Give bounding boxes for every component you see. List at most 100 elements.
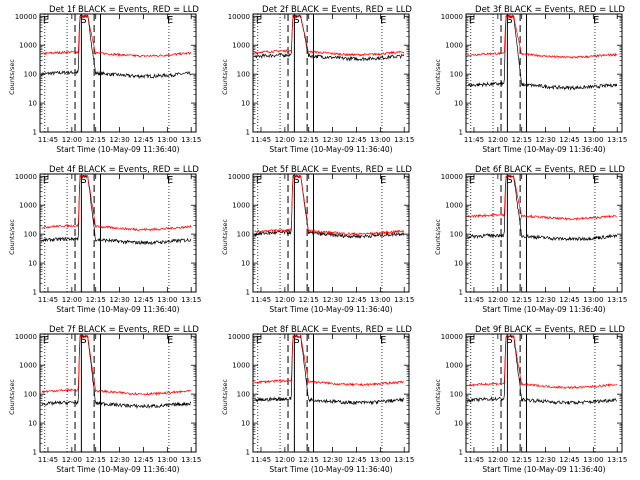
lld-series-line — [254, 333, 404, 387]
x-axis-label: Start Time (10-May-09 11:36:40) — [482, 465, 605, 474]
events-series-line — [467, 334, 618, 406]
x-tick-label: 12:00 — [488, 296, 508, 304]
x-axis-label: Start Time (10-May-09 11:36:40) — [269, 145, 392, 154]
marker-E-right: E — [167, 335, 173, 346]
x-tick-label: 12:30 — [109, 136, 129, 144]
x-tick-label: 11:45 — [251, 296, 271, 304]
x-tick-label: 13:00 — [370, 296, 390, 304]
y-tick-label: 1000 — [445, 362, 463, 370]
x-tick-label: 11:45 — [251, 136, 271, 144]
x-tick-label: 12:45 — [559, 136, 579, 144]
marker-E-left: E — [43, 335, 49, 346]
plot-frame — [252, 333, 410, 453]
y-tick-label: 10 — [28, 260, 37, 268]
y-tick-label: 10000 — [441, 173, 463, 181]
y-tick-label: 1000 — [232, 42, 250, 50]
marker-S: S — [506, 175, 512, 186]
events-series-line — [467, 14, 618, 91]
x-tick-label: 13:15 — [394, 296, 414, 304]
x-tick-label: 11:45 — [38, 456, 58, 464]
x-tick-label: 13:15 — [607, 136, 627, 144]
x-tick-label: 12:45 — [133, 136, 153, 144]
y-tick-label: 10000 — [441, 333, 463, 341]
x-tick-label: 13:00 — [583, 456, 603, 464]
y-tick-label: 100 — [237, 391, 250, 399]
panel-title: Det 8f BLACK = Events, RED = LLD — [262, 325, 412, 335]
marker-E-right: E — [593, 15, 599, 26]
events-series-line — [41, 14, 192, 79]
x-tick-label: 12:30 — [322, 296, 342, 304]
x-tick-label: 12:45 — [346, 296, 366, 304]
x-tick-label: 13:00 — [157, 296, 177, 304]
y-tick-label: 10000 — [228, 173, 250, 181]
marker-S: S — [506, 15, 512, 26]
detector-panel-1: Det 1f BLACK = Events, RED = LLD Counts/s… — [8, 5, 201, 154]
panel-title: Det 3f BLACK = Events, RED = LLD — [475, 5, 625, 15]
marker-E-left: E — [469, 175, 475, 186]
x-tick-label: 11:45 — [251, 456, 271, 464]
y-tick-label: 10000 — [15, 13, 37, 21]
x-axis-label: Start Time (10-May-09 11:36:40) — [56, 305, 179, 314]
panel-title: Det 9f BLACK = Events, RED = LLD — [475, 325, 625, 335]
detector-panel-7: Det 7f BLACK = Events, RED = LLD Counts/s… — [8, 325, 201, 474]
x-tick-label: 13:15 — [607, 296, 627, 304]
y-tick-label: 10000 — [441, 13, 463, 21]
marker-E-right: E — [167, 175, 173, 186]
y-tick-label: 100 — [24, 231, 37, 239]
y-tick-label: 1 — [33, 129, 37, 137]
x-axis-label: Start Time (10-May-09 11:36:40) — [482, 145, 605, 154]
x-tick-label: 13:00 — [157, 136, 177, 144]
plot-frame — [39, 13, 197, 133]
x-axis-label: Start Time (10-May-09 11:36:40) — [269, 465, 392, 474]
lld-series-line — [467, 14, 617, 59]
y-tick-label: 100 — [237, 71, 250, 79]
x-tick-label: 12:30 — [535, 456, 555, 464]
x-tick-label: 12:00 — [62, 296, 82, 304]
y-tick-label: 10 — [241, 100, 250, 108]
x-tick-label: 12:15 — [86, 296, 106, 304]
y-tick-label: 100 — [450, 71, 463, 79]
y-tick-label: 10000 — [228, 333, 250, 341]
marker-E-right: E — [380, 175, 386, 186]
y-tick-label: 100 — [237, 231, 250, 239]
x-tick-label: 13:15 — [181, 296, 201, 304]
y-tick-label: 1000 — [232, 362, 250, 370]
y-tick-label: 10 — [28, 420, 37, 428]
y-tick-label: 10000 — [228, 13, 250, 21]
x-axis-label: Start Time (10-May-09 11:36:40) — [56, 145, 179, 154]
x-tick-label: 13:15 — [181, 456, 201, 464]
y-tick-label: 1 — [33, 289, 37, 297]
x-tick-label: 12:15 — [512, 296, 532, 304]
x-tick-label: 12:00 — [275, 136, 295, 144]
x-tick-label: 12:15 — [512, 136, 532, 144]
y-axis-label: Counts/sec — [221, 219, 229, 255]
y-tick-label: 1 — [459, 129, 463, 137]
x-tick-label: 13:00 — [370, 136, 390, 144]
x-axis-label: Start Time (10-May-09 11:36:40) — [56, 465, 179, 474]
y-tick-label: 1 — [246, 449, 250, 457]
plot-frame — [252, 173, 410, 293]
marker-S: S — [80, 335, 86, 346]
x-tick-label: 13:00 — [157, 456, 177, 464]
x-tick-label: 13:15 — [394, 456, 414, 464]
x-tick-label: 11:45 — [464, 456, 484, 464]
x-tick-label: 13:00 — [583, 136, 603, 144]
x-tick-label: 12:45 — [559, 456, 579, 464]
x-tick-label: 12:30 — [109, 296, 129, 304]
marker-E-left: E — [256, 175, 262, 186]
events-series-line — [41, 174, 192, 246]
plot-frame — [39, 173, 197, 293]
plot-frame — [465, 333, 623, 453]
x-tick-label: 13:15 — [181, 136, 201, 144]
panel-title: Det 6f BLACK = Events, RED = LLD — [475, 165, 625, 175]
x-tick-label: 12:00 — [62, 136, 82, 144]
marker-E-left: E — [256, 15, 262, 26]
x-tick-label: 12:30 — [322, 456, 342, 464]
x-tick-label: 12:00 — [275, 456, 295, 464]
x-axis-label: Start Time (10-May-09 11:36:40) — [269, 305, 392, 314]
marker-E-right: E — [380, 335, 386, 346]
panel-title: Det 5f BLACK = Events, RED = LLD — [262, 165, 412, 175]
marker-E-right: E — [593, 175, 599, 186]
x-tick-label: 12:00 — [488, 136, 508, 144]
x-tick-label: 12:30 — [109, 456, 129, 464]
